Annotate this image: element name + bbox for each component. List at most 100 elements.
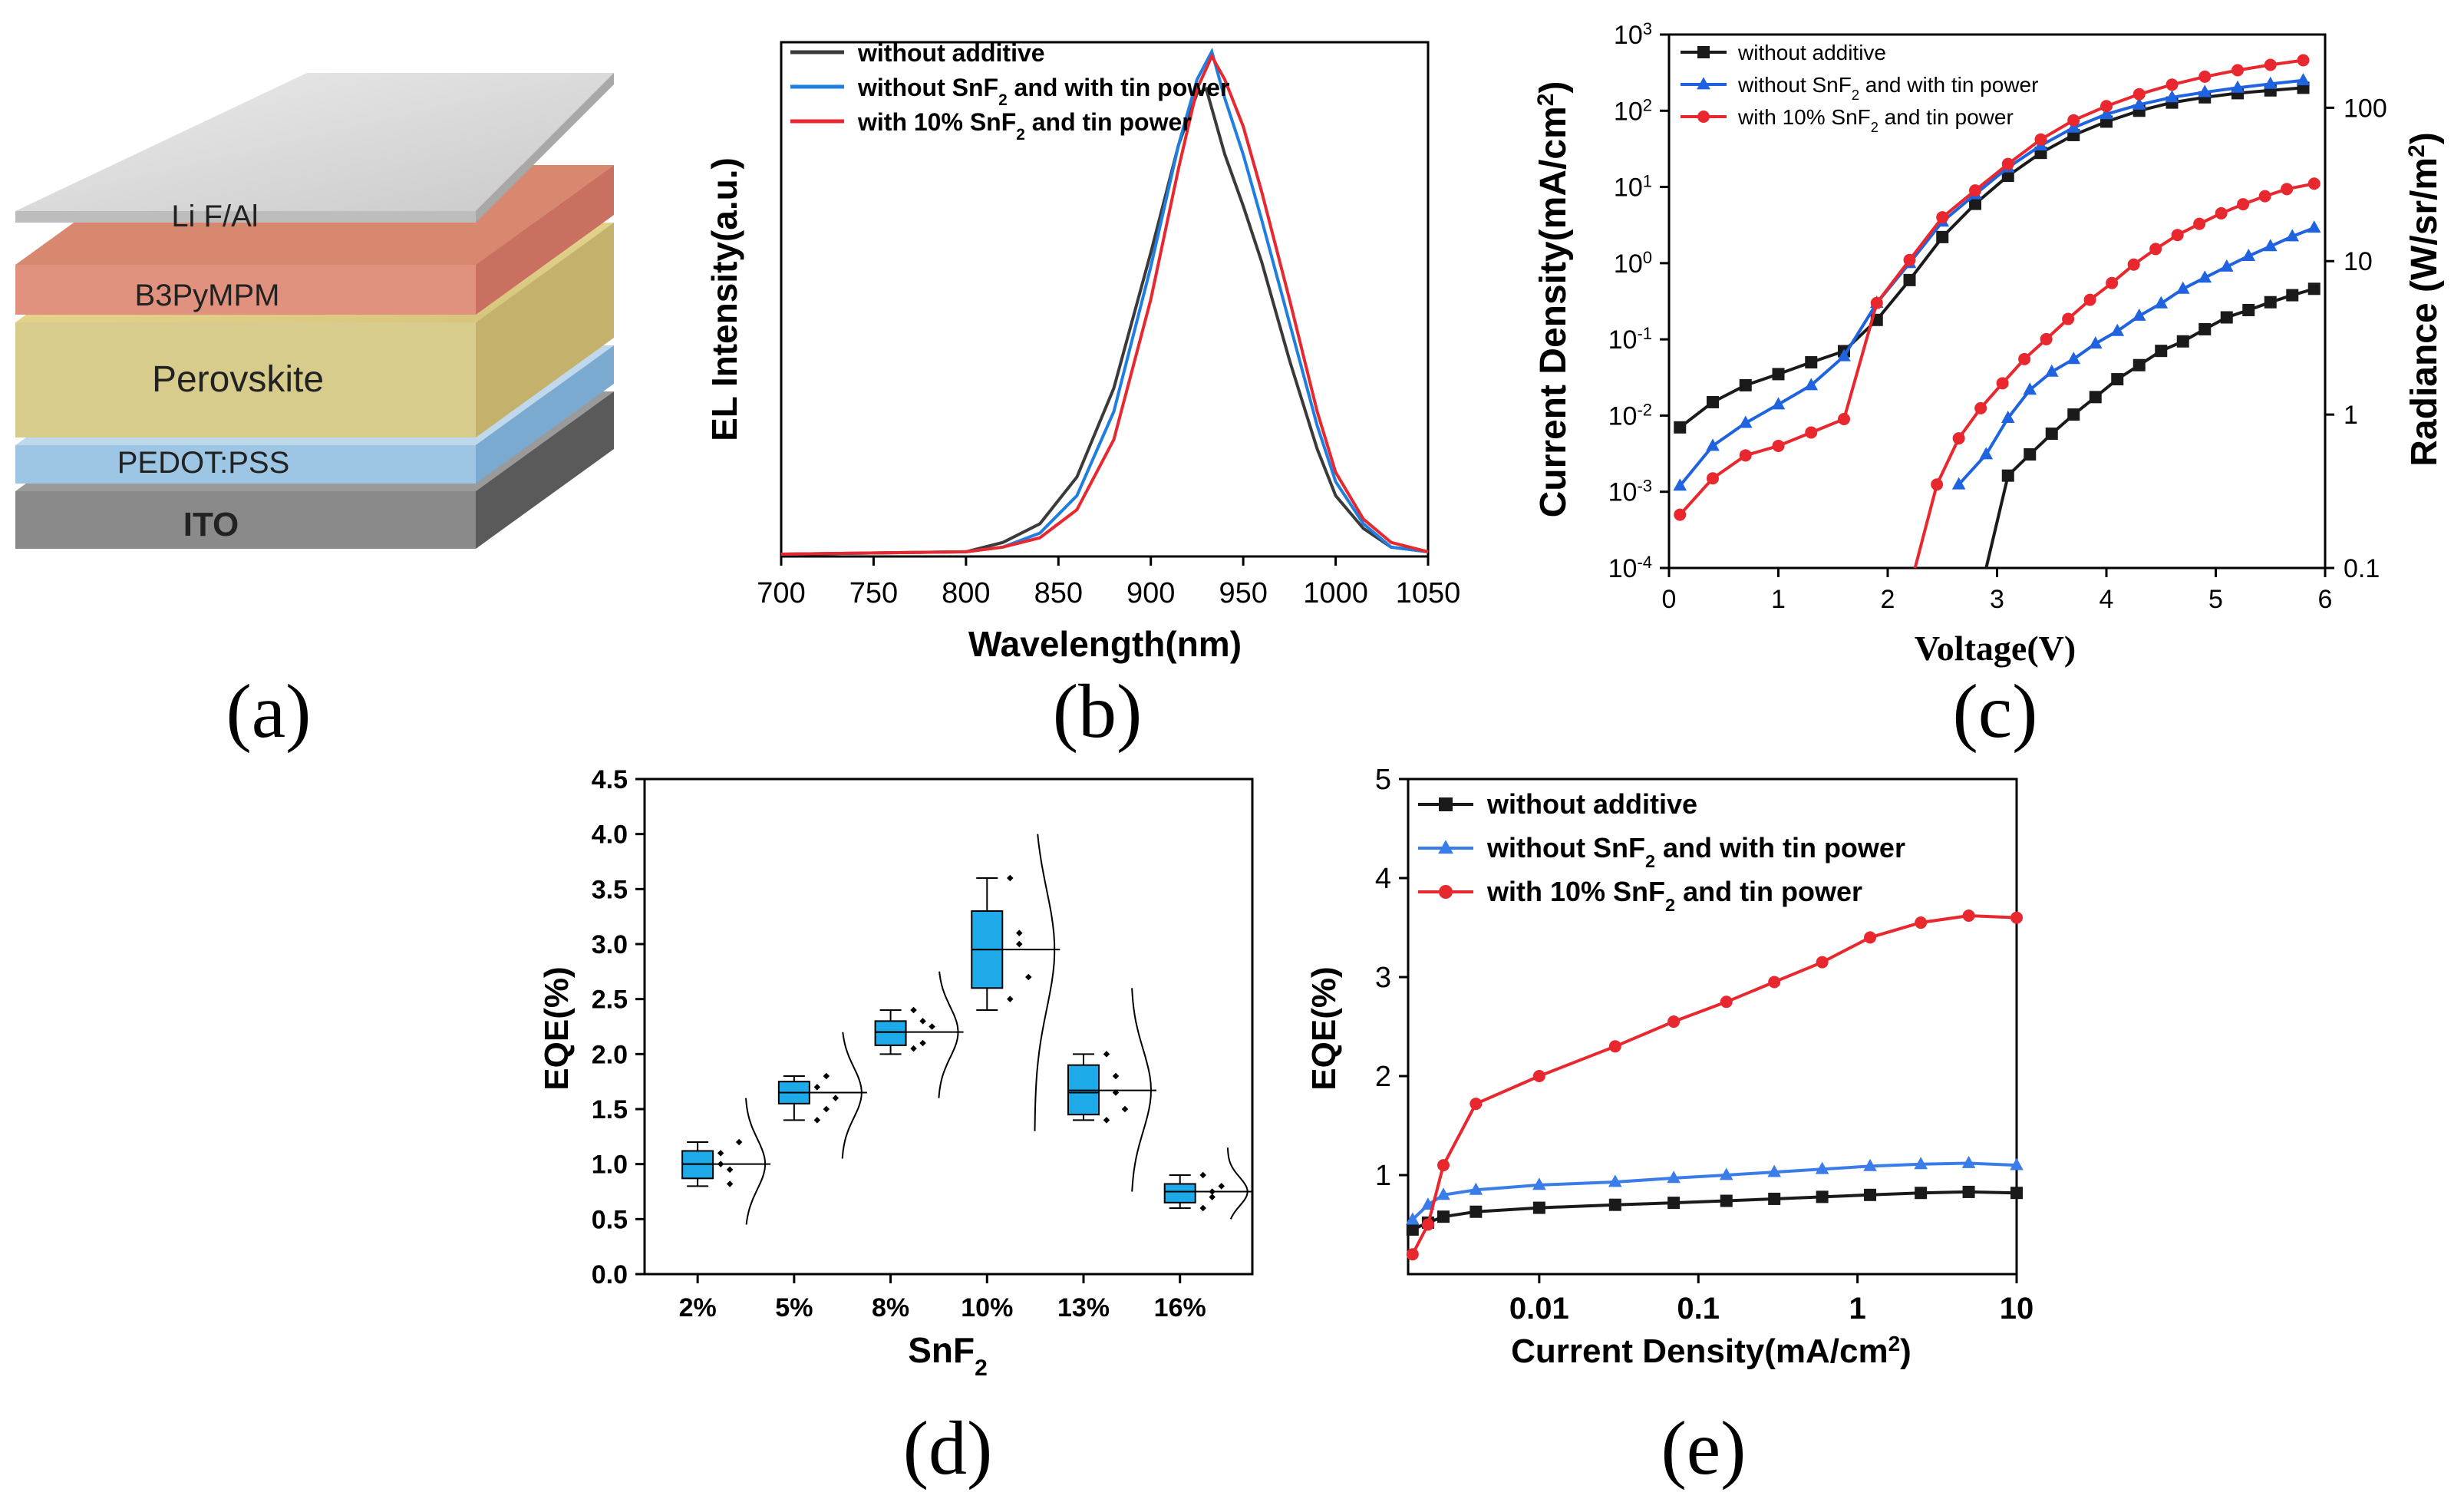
- tick-label: 4: [1375, 863, 1391, 895]
- data-point: [2044, 364, 2059, 377]
- data-point: [2001, 469, 2014, 482]
- data-point: [2149, 243, 2162, 256]
- data-point: [2010, 1187, 2023, 1200]
- legend-label: with 10% SnF2 and tin power: [857, 108, 1192, 144]
- tick-label: 0.1: [2344, 554, 2380, 583]
- tick-label: 0.01: [1509, 1292, 1569, 1326]
- data-point: [2237, 198, 2250, 211]
- data-point: [1863, 1158, 1877, 1171]
- series-line: [1984, 287, 2315, 569]
- boxes: [681, 834, 1253, 1225]
- tick-label: 1: [2344, 401, 2358, 430]
- legend-label: without additive: [857, 39, 1045, 67]
- distribution-curve: [841, 1032, 863, 1159]
- data-point: [1218, 1183, 1225, 1190]
- legend: without additive without SnF2 and with ti…: [790, 39, 1229, 144]
- data-point: [2001, 410, 2015, 423]
- tick-label: 10-4: [1608, 553, 1652, 584]
- data-point: [1439, 885, 1453, 899]
- b3pympm-layer-front: [15, 265, 476, 315]
- data-point: [1437, 1210, 1450, 1223]
- data-point: [1816, 956, 1829, 969]
- y-axis-label: EQE(%): [1305, 966, 1343, 1090]
- x-axis-label: Wavelength(nm): [968, 624, 1242, 664]
- data-point: [2132, 358, 2146, 371]
- tick-label: 10%: [961, 1293, 1013, 1322]
- data-point: [832, 1095, 839, 1101]
- data-point: [1962, 910, 1975, 923]
- tick-label: 1: [1375, 1160, 1391, 1192]
- tick-label: 10-3: [1608, 476, 1652, 507]
- y-axis-label: Current Density(mA/cm2): [1533, 81, 1575, 518]
- data-point: [1961, 1155, 1976, 1168]
- data-point: [2045, 428, 2058, 441]
- data-point: [726, 1166, 734, 1174]
- axis-ticks: 0.0 0.5 1.0 1.5 2.0 2.5 3.0 3.5 4.0 4.5 2% 5% 8% 10% 1…: [592, 765, 1206, 1322]
- data-point: [2286, 289, 2299, 302]
- data-point: [1697, 46, 1710, 58]
- data-point: [2132, 97, 2146, 110]
- data-point: [2264, 296, 2277, 309]
- data-point: [1667, 1015, 1681, 1028]
- data-point: [1952, 432, 1965, 445]
- data-point: [1103, 1117, 1110, 1124]
- data-point: [1007, 995, 1014, 1002]
- data-point: [2198, 270, 2212, 283]
- data-point: [2220, 311, 2233, 324]
- ito-layer-side: [476, 391, 614, 549]
- data-point: [2231, 64, 2244, 77]
- data-point: [2219, 259, 2234, 272]
- panel-label-c: (c): [1953, 669, 2038, 754]
- data-point: [2100, 100, 2113, 113]
- data-point: [2111, 373, 2124, 386]
- data-point: [2001, 157, 2014, 170]
- data-point: [717, 1161, 724, 1167]
- tick-label: 2: [1375, 1061, 1391, 1093]
- axis-ticks: 0 1 2 3 4 5 6 10-4 10-3 10-2 10-1 100 101 102 103 0.1 1 1…: [1608, 19, 2387, 615]
- x-axis-label: Current Density(mA/cm2): [1511, 1332, 1911, 1371]
- legend-label: with 10% SnF2 and tin power: [1737, 105, 2014, 135]
- tick-label: 5: [2208, 585, 2223, 614]
- data-point: [2067, 120, 2081, 133]
- data-point: [1804, 378, 1819, 391]
- legend-label: without additive: [1737, 41, 1886, 64]
- tick-label: 3.0: [592, 930, 628, 959]
- tick-label: 0.0: [592, 1260, 628, 1289]
- data-point: [1719, 1167, 1733, 1180]
- data-point: [1936, 211, 1949, 224]
- data-point: [2132, 87, 2146, 101]
- lifal-layer-top: [15, 73, 614, 211]
- data-point: [2034, 133, 2047, 146]
- data-point: [1969, 184, 1981, 197]
- lifal-layer-side: [476, 73, 614, 223]
- data-point: [2023, 382, 2037, 395]
- data-point: [823, 1105, 830, 1113]
- data-point: [1805, 426, 1818, 439]
- series-line: [1411, 913, 2017, 1256]
- y-axis-label: EL Intensity(a.u.): [704, 157, 744, 441]
- tick-label: 0: [1662, 585, 1677, 614]
- perovskite-layer-side: [476, 223, 614, 437]
- tick-label: 2.0: [592, 1040, 628, 1069]
- data-point: [910, 1045, 917, 1052]
- series-line: [1411, 1161, 2017, 1221]
- data-point: [2067, 114, 2080, 127]
- distribution-curve: [1226, 1147, 1248, 1220]
- tick-label: 1.5: [592, 1095, 628, 1124]
- x-ticks: 700 750 800 850 900 950 1000 1050: [757, 556, 1460, 609]
- data-point: [1838, 412, 1850, 425]
- data-point: [1112, 1089, 1120, 1096]
- data-point: [2155, 345, 2168, 358]
- data-point: [2171, 229, 2184, 242]
- tick-label: 3.5: [592, 875, 628, 904]
- panel-label-b: (b): [1053, 669, 1143, 754]
- data-point: [929, 1023, 935, 1030]
- tick-label: 900: [1126, 577, 1175, 609]
- data-point: [2100, 107, 2113, 120]
- legend: without additive without SnF2 and with ti…: [1418, 788, 1905, 915]
- data-point: [1915, 1187, 1928, 1200]
- tick-label: 16%: [1154, 1293, 1206, 1322]
- data-point: [1608, 1174, 1622, 1187]
- data-point: [1667, 1170, 1681, 1184]
- data-point: [1007, 874, 1014, 882]
